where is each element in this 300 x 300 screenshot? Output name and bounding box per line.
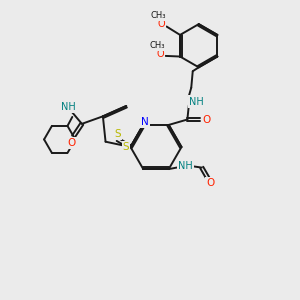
Text: O: O [156,49,164,58]
Text: CH₃: CH₃ [149,41,165,50]
Text: NH: NH [61,102,76,112]
Text: O: O [202,115,211,124]
Text: S: S [123,142,129,152]
Text: O: O [207,178,215,188]
Text: N: N [141,117,148,127]
Text: S: S [114,128,121,139]
Text: O: O [68,138,76,148]
Text: NH: NH [189,97,204,106]
Text: CH₃: CH₃ [150,11,166,20]
Text: O: O [157,19,165,28]
Text: NH: NH [178,161,193,171]
